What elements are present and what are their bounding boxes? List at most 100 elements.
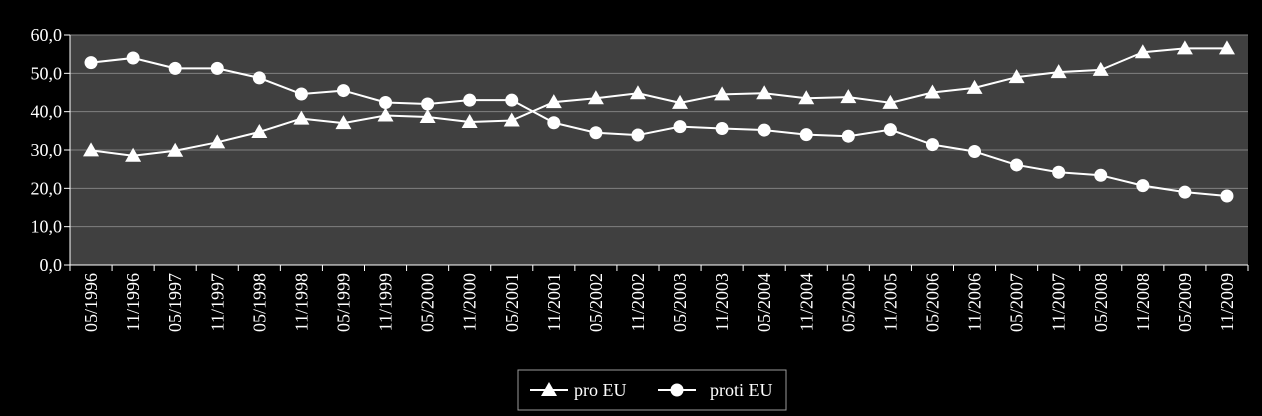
x-tick-label: 11/2002 <box>628 273 648 331</box>
data-point-pro-eu <box>756 85 773 100</box>
data-point-proti-eu <box>715 122 729 136</box>
data-point-proti-eu <box>126 51 140 65</box>
data-point-pro-eu <box>293 110 310 125</box>
data-point-pro-eu <box>83 142 100 157</box>
data-point-proti-eu <box>336 84 350 98</box>
legend-item-pro-eu: pro EU <box>530 380 627 400</box>
x-tick-label: 05/1997 <box>165 273 185 332</box>
axes <box>64 34 1249 271</box>
legend: pro EU proti EU <box>517 369 787 411</box>
data-point-pro-eu <box>587 90 604 105</box>
data-point-pro-eu <box>209 134 226 149</box>
x-tick-label: 11/1999 <box>376 273 396 331</box>
data-point-pro-eu <box>1050 64 1067 79</box>
data-point-proti-eu <box>379 95 393 109</box>
data-point-pro-eu <box>629 85 646 100</box>
x-tick-label: 05/1998 <box>249 273 269 332</box>
y-axis-tick-labels: 0,0 10,0 20,0 30,0 40,0 50,0 60,0 <box>31 25 63 275</box>
legend-item-proti-eu: proti EU <box>658 380 773 400</box>
data-point-pro-eu <box>461 114 478 129</box>
data-point-pro-eu <box>1134 44 1151 59</box>
x-tick-label: 05/2005 <box>838 273 858 332</box>
x-tick-label: 11/2009 <box>1217 273 1237 331</box>
y-tick-label: 20,0 <box>31 178 63 198</box>
legend-marker-circle-icon <box>670 383 684 397</box>
y-tick-label: 50,0 <box>31 63 63 83</box>
data-point-pro-eu <box>882 94 899 109</box>
data-point-proti-eu <box>463 93 477 107</box>
x-tick-label: 11/2004 <box>796 273 816 331</box>
data-point-pro-eu <box>924 84 941 99</box>
data-point-pro-eu <box>966 79 983 94</box>
x-axis-tick-labels: 05/1996 11/1996 05/1997 11/1997 05/1998 11/19… <box>81 273 1237 332</box>
data-point-proti-eu <box>1010 158 1024 172</box>
data-point-proti-eu <box>421 97 435 111</box>
x-tick-label: 05/1999 <box>333 273 353 332</box>
data-point-proti-eu <box>1178 185 1192 199</box>
legend-label-proti-eu: proti EU <box>710 380 773 400</box>
x-tick-label: 11/2000 <box>460 273 480 331</box>
data-point-pro-eu <box>545 94 562 109</box>
data-point-proti-eu <box>799 128 813 142</box>
x-tick-label: 11/1996 <box>123 273 143 331</box>
data-point-proti-eu <box>968 145 982 159</box>
data-point-pro-eu <box>1176 40 1193 55</box>
x-tick-label: 05/2000 <box>418 273 438 332</box>
x-tick-label: 05/2006 <box>922 273 942 332</box>
data-point-proti-eu <box>673 120 687 134</box>
x-tick-label: 11/1998 <box>291 273 311 331</box>
x-tick-label: 05/2009 <box>1175 273 1195 332</box>
x-tick-label: 05/2001 <box>502 273 522 332</box>
data-point-proti-eu <box>631 128 645 142</box>
x-tick-label: 05/2003 <box>670 273 690 332</box>
data-point-pro-eu <box>1092 61 1109 76</box>
data-point-pro-eu <box>377 107 394 122</box>
data-point-pro-eu <box>125 147 142 162</box>
data-point-proti-eu <box>1136 179 1150 193</box>
x-tick-label: 11/2005 <box>880 273 900 331</box>
y-tick-label: 10,0 <box>31 217 63 237</box>
x-tick-label: 11/2008 <box>1133 273 1153 331</box>
data-point-proti-eu <box>210 61 224 75</box>
data-point-proti-eu <box>294 87 308 101</box>
data-point-pro-eu <box>167 142 184 157</box>
grid-lines <box>70 34 1248 228</box>
data-point-proti-eu <box>252 71 266 85</box>
x-tick-label: 11/1997 <box>207 273 227 331</box>
data-point-proti-eu <box>757 123 771 137</box>
x-tick-label: 05/2007 <box>1007 273 1027 332</box>
x-tick-label: 05/2004 <box>754 273 774 332</box>
data-point-pro-eu <box>840 89 857 104</box>
data-point-proti-eu <box>1052 165 1066 179</box>
y-tick-label: 30,0 <box>31 140 63 160</box>
data-point-proti-eu <box>168 61 182 75</box>
data-point-proti-eu <box>883 123 897 137</box>
data-point-proti-eu <box>589 126 603 140</box>
x-tick-label: 05/2002 <box>586 273 606 332</box>
x-tick-label: 11/2001 <box>544 273 564 331</box>
data-point-pro-eu <box>1008 69 1025 84</box>
data-point-pro-eu <box>335 115 352 130</box>
y-tick-label: 60,0 <box>31 25 63 45</box>
x-tick-label: 05/2008 <box>1091 273 1111 332</box>
data-point-pro-eu <box>419 109 436 124</box>
data-point-proti-eu <box>505 93 519 107</box>
data-point-pro-eu <box>798 90 815 105</box>
data-point-pro-eu <box>1218 40 1235 55</box>
x-tick-label: 11/2003 <box>712 273 732 331</box>
data-point-proti-eu <box>841 129 855 143</box>
data-point-proti-eu <box>1094 168 1108 182</box>
x-tick-label: 05/1996 <box>81 273 101 332</box>
series-line-proti-eu <box>90 57 1228 197</box>
legend-label-pro-eu: pro EU <box>574 380 627 400</box>
x-tick-label: 11/2006 <box>965 273 985 331</box>
data-point-proti-eu <box>925 138 939 152</box>
series-layer <box>83 40 1235 203</box>
series-line-pro-eu <box>90 47 1227 157</box>
x-tick-label: 11/2007 <box>1049 273 1069 331</box>
data-point-proti-eu <box>1220 189 1234 203</box>
y-tick-label: 40,0 <box>31 102 63 122</box>
data-point-proti-eu <box>547 116 561 130</box>
data-point-pro-eu <box>714 86 731 101</box>
